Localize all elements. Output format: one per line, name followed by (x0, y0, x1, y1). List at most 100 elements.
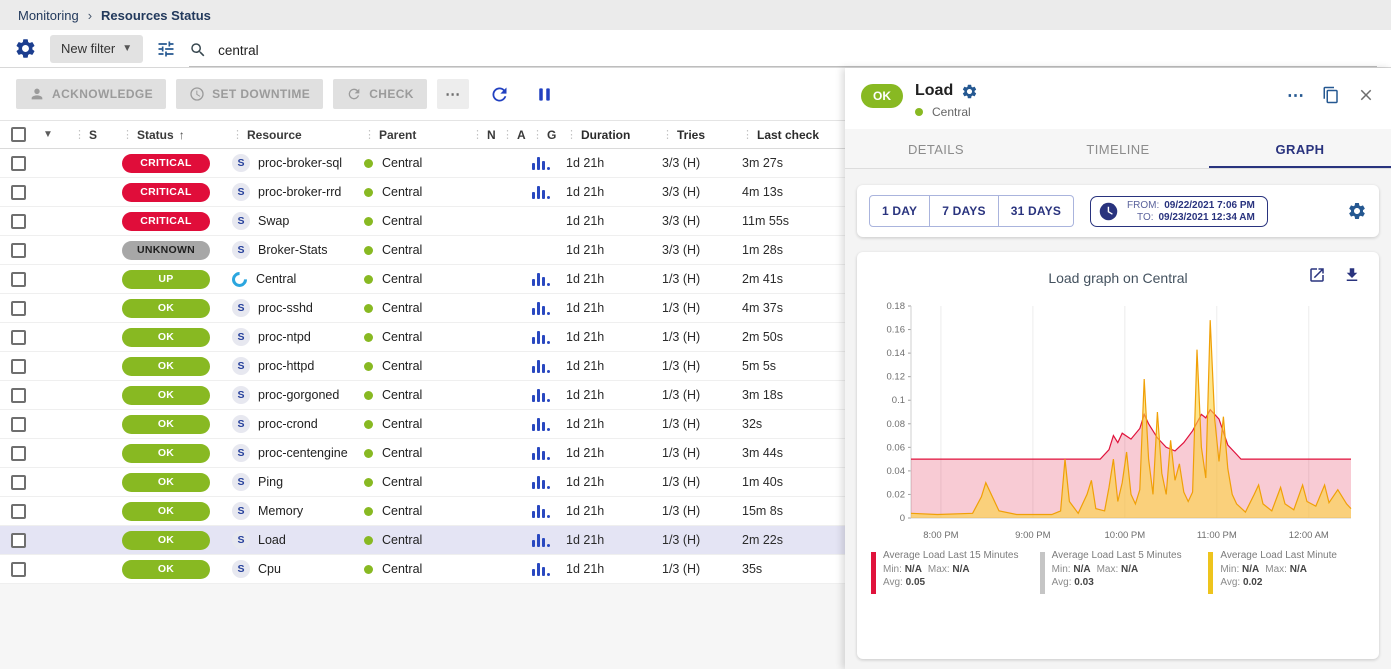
to-value[interactable]: 09/23/2021 12:34 AM (1158, 211, 1255, 223)
set-downtime-button[interactable]: SET DOWNTIME (176, 79, 324, 109)
resource-name[interactable]: Memory (258, 504, 304, 518)
parent-name[interactable]: Central (382, 214, 423, 228)
table-row[interactable]: UP Central Central 1d 21h 1/3 (H) 2m 41s (0, 265, 845, 294)
graph-icon[interactable] (532, 417, 550, 431)
sort-asc-icon[interactable]: ↑ (178, 127, 185, 142)
tab-timeline[interactable]: TIMELINE (1086, 142, 1150, 157)
parent-name[interactable]: Central (382, 417, 423, 431)
column-header-action[interactable]: ⋮ A (502, 127, 526, 142)
graph-icon[interactable] (532, 301, 550, 315)
from-value[interactable]: 09/22/2021 7:06 PM (1164, 199, 1255, 211)
period-31-days-button[interactable]: 31 DAYS (998, 195, 1075, 227)
row-checkbox[interactable] (10, 155, 26, 171)
selection-menu-caret[interactable]: ▼ (43, 129, 53, 140)
row-checkbox[interactable] (10, 329, 26, 345)
column-header-resource[interactable]: ⋮ Resource (232, 127, 302, 142)
resource-name[interactable]: Broker-Stats (258, 243, 328, 257)
table-row[interactable]: OK S proc-gorgoned Central 1d 21h 1/3 (H… (0, 381, 845, 410)
table-row[interactable]: OK S Memory Central 1d 21h 1/3 (H) 15m 8… (0, 497, 845, 526)
column-header-severity[interactable]: ⋮ S (74, 127, 98, 142)
row-checkbox[interactable] (10, 474, 26, 490)
graph-icon[interactable] (532, 475, 550, 489)
resource-name[interactable]: proc-sshd (258, 301, 313, 315)
table-row[interactable]: OK S proc-sshd Central 1d 21h 1/3 (H) 4m… (0, 294, 845, 323)
resource-name[interactable]: Central (256, 272, 297, 286)
pause-autorefresh-button[interactable] (530, 80, 559, 109)
parent-name[interactable]: Central (382, 562, 423, 576)
resource-name[interactable]: proc-broker-rrd (258, 185, 342, 199)
filter-tune-icon[interactable] (156, 39, 176, 59)
parent-name[interactable]: Central (382, 388, 423, 402)
graph-icon[interactable] (532, 359, 550, 373)
open-in-new-button[interactable] (1308, 266, 1326, 284)
resource-name[interactable]: proc-ntpd (258, 330, 311, 344)
graph-icon[interactable] (532, 156, 550, 170)
copy-link-button[interactable] (1322, 86, 1340, 104)
graph-icon[interactable] (532, 272, 550, 286)
table-row[interactable]: CRITICAL S Swap Central 1d 21h 3/3 (H) 1… (0, 207, 845, 236)
graph-icon[interactable] (532, 185, 550, 199)
parent-name[interactable]: Central (382, 475, 423, 489)
graph-icon[interactable] (532, 446, 550, 460)
parent-name[interactable]: Central (382, 359, 423, 373)
resource-name[interactable]: proc-httpd (258, 359, 315, 373)
resource-name[interactable]: Swap (258, 214, 290, 228)
row-checkbox[interactable] (10, 358, 26, 374)
parent-name[interactable]: Central (382, 185, 423, 199)
column-header-status[interactable]: ⋮ Status ↑ (122, 127, 185, 142)
parent-name[interactable]: Central (382, 330, 423, 344)
column-header-last-check[interactable]: ⋮ Last check (742, 127, 820, 142)
refresh-list-button[interactable] (485, 80, 514, 109)
graph-icon[interactable] (532, 562, 550, 576)
row-checkbox[interactable] (10, 445, 26, 461)
graph-icon[interactable] (532, 533, 550, 547)
parent-name[interactable]: Central (382, 243, 423, 257)
select-all-checkbox[interactable] (10, 127, 26, 142)
more-actions-button[interactable]: ⋯ (436, 79, 469, 109)
table-row[interactable]: OK S Ping Central 1d 21h 1/3 (H) 1m 40s (0, 468, 845, 497)
table-row[interactable]: OK S proc-httpd Central 1d 21h 1/3 (H) 5… (0, 352, 845, 381)
resource-name[interactable]: proc-crond (258, 417, 318, 431)
row-checkbox[interactable] (10, 300, 26, 316)
table-row[interactable]: OK S Cpu Central 1d 21h 1/3 (H) 35s (0, 555, 845, 584)
period-7-days-button[interactable]: 7 DAYS (930, 195, 999, 227)
custom-time-range[interactable]: FROM: 09/22/2021 7:06 PM TO: 09/23/2021 … (1090, 195, 1268, 227)
table-row[interactable]: CRITICAL S proc-broker-sql Central 1d 21… (0, 149, 845, 178)
table-row[interactable]: CRITICAL S proc-broker-rrd Central 1d 21… (0, 178, 845, 207)
row-checkbox[interactable] (10, 213, 26, 229)
parent-name[interactable]: Central (382, 446, 423, 460)
panel-more-button[interactable]: ⋯ (1287, 87, 1305, 104)
table-row[interactable]: OK S proc-crond Central 1d 21h 1/3 (H) 3… (0, 410, 845, 439)
legend-item[interactable]: Average Load Last Minute Min: N/A Max: N/A… (1208, 550, 1365, 594)
parent-name[interactable]: Central (382, 533, 423, 547)
parent-name[interactable]: Central (382, 301, 423, 315)
breadcrumb-item-monitoring[interactable]: Monitoring (18, 7, 79, 23)
row-checkbox[interactable] (10, 503, 26, 519)
table-row[interactable]: UNKNOWN S Broker-Stats Central 1d 21h 3/… (0, 236, 845, 265)
column-header-notes[interactable]: ⋮ N (472, 127, 496, 142)
resource-name[interactable]: Ping (258, 475, 284, 489)
resource-name[interactable]: proc-gorgoned (258, 388, 340, 402)
graph-icon[interactable] (532, 388, 550, 402)
row-checkbox[interactable] (10, 184, 26, 200)
row-checkbox[interactable] (10, 561, 26, 577)
download-button[interactable] (1343, 266, 1361, 284)
search-field[interactable] (189, 35, 1377, 67)
graph-icon[interactable] (532, 504, 550, 518)
column-header-duration[interactable]: ⋮ Duration (566, 127, 631, 142)
row-checkbox[interactable] (10, 271, 26, 287)
filter-settings-gear-icon[interactable] (14, 37, 37, 60)
period-1-day-button[interactable]: 1 DAY (869, 195, 931, 227)
tab-graph[interactable]: GRAPH (1209, 129, 1391, 168)
row-checkbox[interactable] (10, 387, 26, 403)
row-checkbox[interactable] (10, 532, 26, 548)
acknowledge-button[interactable]: ACKNOWLEDGE (16, 79, 167, 109)
load-chart[interactable]: 8:00 PM 9:00 PM 10:00 PM 11:00 PM 12:00 AM 0 0… (871, 296, 1365, 546)
new-filter-dropdown[interactable]: New filter ▼ (50, 34, 144, 63)
close-panel-button[interactable] (1357, 86, 1375, 104)
parent-name[interactable]: Central (382, 504, 423, 518)
row-checkbox[interactable] (10, 242, 26, 258)
legend-item[interactable]: Average Load Last 5 Minutes Min: N/A Max: … (1039, 550, 1197, 594)
legend-item[interactable]: Average Load Last 15 Minutes Min: N/A Max:… (871, 550, 1028, 594)
parent-name[interactable]: Central (382, 272, 423, 286)
